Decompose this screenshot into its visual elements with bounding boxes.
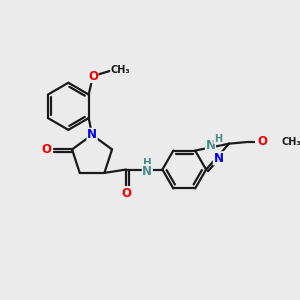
Text: N: N <box>142 165 152 178</box>
Text: CH₃: CH₃ <box>111 65 130 75</box>
Text: N: N <box>206 139 215 152</box>
Text: O: O <box>88 70 98 83</box>
Text: CH₃: CH₃ <box>281 137 300 147</box>
Text: H: H <box>214 134 222 144</box>
Text: O: O <box>258 136 268 148</box>
Text: O: O <box>42 143 52 156</box>
Text: N: N <box>87 128 97 141</box>
Text: H: H <box>143 158 152 168</box>
Text: N: N <box>213 152 224 165</box>
Text: O: O <box>121 187 131 200</box>
